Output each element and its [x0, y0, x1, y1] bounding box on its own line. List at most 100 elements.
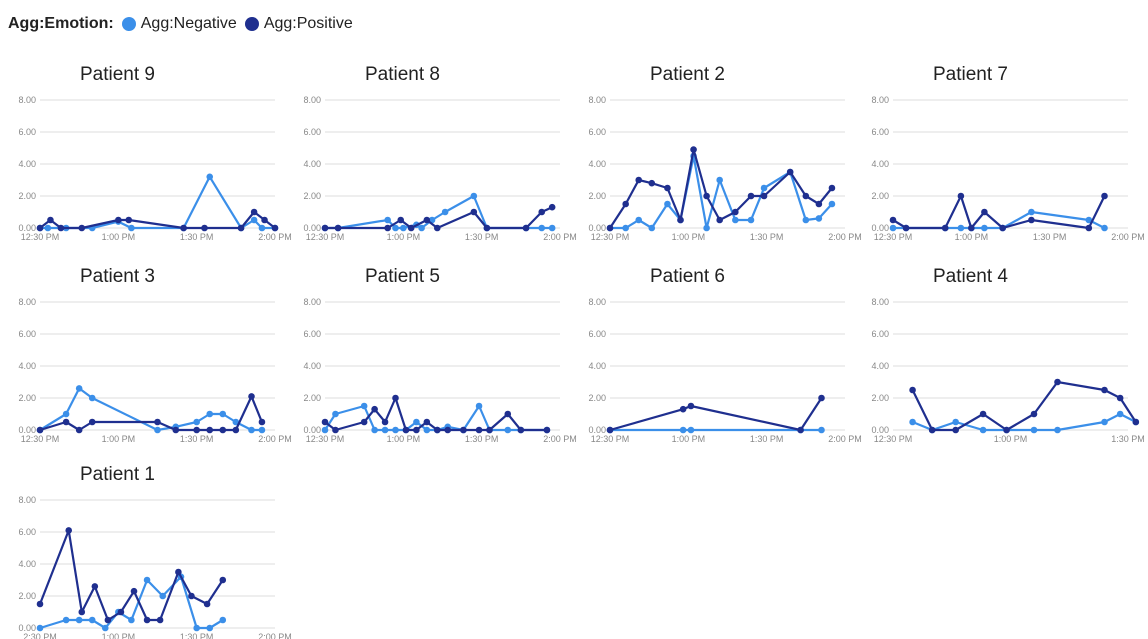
legend-item-negative[interactable]: Agg:Negative — [121, 15, 237, 33]
series-line-negative — [325, 194, 553, 230]
y-tick-label: 4.00 — [871, 361, 889, 371]
data-point-positive — [193, 426, 200, 434]
x-tick-label: 2:00 PM — [828, 434, 862, 444]
panel-patient-9: Patient 9 0.00 2.00 4.00 6.00 8.00 12:30 PM 1:0… — [18, 64, 291, 242]
y-tick-label: 0.00 — [18, 623, 36, 633]
data-point-negative — [206, 173, 214, 181]
data-point-negative — [716, 176, 723, 184]
y-tick-label: 6.00 — [588, 127, 606, 137]
data-point-negative — [88, 616, 96, 624]
data-point-positive — [172, 426, 180, 434]
data-point-negative — [413, 418, 420, 426]
data-point-positive — [543, 426, 551, 434]
data-point-positive — [802, 192, 810, 200]
data-point-negative — [154, 426, 161, 434]
data-point-positive — [258, 418, 266, 426]
data-point-positive — [889, 216, 897, 224]
y-tick-label: 8.00 — [871, 297, 889, 307]
panel-patient-3: Patient 3 0.00 2.00 4.00 6.00 8.00 12:30 PM 1:0… — [18, 266, 291, 444]
data-point-negative — [548, 224, 556, 232]
data-point-positive — [433, 426, 441, 434]
x-tick-label: 1:00 PM — [102, 232, 136, 242]
y-tick-label: 0.00 — [303, 425, 321, 435]
data-point-positive — [203, 600, 211, 608]
data-point-negative — [664, 200, 671, 208]
panel-title: Patient 8 — [365, 64, 440, 85]
data-point-negative — [703, 224, 710, 232]
data-point-positive — [206, 426, 214, 434]
data-point-positive — [648, 179, 656, 187]
x-tick-label: 2:00 PM — [828, 232, 862, 242]
x-tick-label: 12:30 PM — [591, 434, 630, 444]
data-point-negative — [400, 224, 407, 232]
data-point-positive — [91, 583, 99, 590]
data-point-positive — [117, 608, 125, 616]
y-tick-label: 2.00 — [588, 191, 606, 201]
data-point-negative — [441, 208, 449, 216]
x-tick-label: 2:00 PM — [543, 232, 577, 242]
data-point-negative — [62, 616, 70, 624]
data-point-negative — [423, 426, 431, 434]
data-point-positive — [219, 576, 227, 584]
data-point-positive — [130, 587, 138, 595]
y-tick-label: 4.00 — [588, 159, 606, 169]
data-point-negative — [62, 410, 70, 418]
x-tick-label: 1:30 PM — [465, 232, 499, 242]
y-tick-label: 8.00 — [18, 95, 36, 105]
x-tick-label: 1:00 PM — [994, 434, 1028, 444]
data-point-negative — [360, 402, 368, 410]
data-point-positive — [475, 426, 483, 434]
data-point-positive — [334, 224, 342, 232]
data-point-positive — [941, 224, 949, 232]
data-point-negative — [747, 216, 755, 224]
y-tick-label: 0.00 — [871, 425, 889, 435]
data-point-positive — [606, 426, 614, 434]
data-point-positive — [57, 224, 65, 232]
x-tick-label: 1:00 PM — [955, 232, 989, 242]
data-point-positive — [188, 592, 195, 600]
data-point-positive — [250, 208, 258, 216]
series-line-negative — [324, 404, 547, 432]
panel-patient-4: Patient 4 0.00 2.00 4.00 6.00 8.00 12:30 PM 1:0… — [871, 266, 1144, 444]
data-point-positive — [62, 418, 70, 426]
x-tick-label: 12:30 PM — [874, 232, 913, 242]
data-point-positive — [423, 418, 431, 426]
x-tick-label: 2:00 PM — [1111, 232, 1145, 242]
y-tick-label: 6.00 — [18, 127, 36, 137]
data-point-positive — [1028, 216, 1035, 224]
data-point-negative — [504, 426, 512, 434]
data-point-positive — [36, 426, 44, 434]
panel-title: Patient 7 — [933, 64, 1008, 85]
data-point-positive — [332, 426, 339, 434]
y-tick-label: 2.00 — [303, 191, 321, 201]
y-tick-label: 6.00 — [18, 329, 36, 339]
data-point-negative — [75, 616, 83, 624]
legend-item-positive[interactable]: Agg:Positive — [244, 15, 353, 33]
data-point-positive — [381, 418, 389, 426]
data-point-negative — [648, 224, 656, 232]
data-point-positive — [1085, 224, 1093, 232]
data-point-negative — [957, 224, 965, 232]
data-point-positive — [902, 224, 910, 232]
panel-patient-8: Patient 8 0.00 2.00 4.00 6.00 8.00 12:30 PM 1:0… — [303, 64, 576, 242]
data-point-positive — [402, 426, 410, 434]
data-point-positive — [979, 410, 987, 418]
data-point-negative — [75, 385, 83, 392]
data-point-positive — [433, 224, 441, 232]
data-point-negative — [392, 426, 399, 434]
y-tick-label: 0.00 — [18, 223, 36, 233]
y-tick-label: 2.00 — [18, 591, 36, 601]
data-point-negative — [219, 616, 227, 624]
data-point-positive — [175, 568, 182, 576]
data-point-positive — [156, 616, 164, 624]
x-tick-label: 2:00 PM — [543, 434, 577, 444]
panel-patient-2: Patient 2 0.00 2.00 4.00 6.00 8.00 12:30 PM 1:0… — [588, 64, 861, 242]
x-tick-label: 2:00 PM — [258, 232, 292, 242]
data-point-negative — [828, 200, 836, 208]
series-line-positive — [892, 194, 1106, 230]
data-point-positive — [690, 146, 697, 153]
x-tick-label: 2:00 PM — [258, 434, 292, 444]
y-tick-label: 6.00 — [303, 329, 321, 339]
data-point-positive — [444, 426, 452, 434]
data-point-positive — [470, 208, 478, 216]
